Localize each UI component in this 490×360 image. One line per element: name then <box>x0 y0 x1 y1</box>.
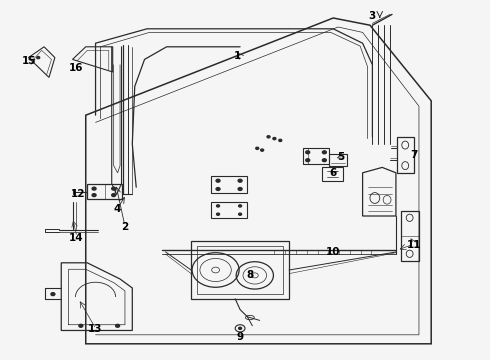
Text: 16: 16 <box>69 63 83 73</box>
Text: 7: 7 <box>410 150 418 160</box>
Circle shape <box>239 213 242 215</box>
Circle shape <box>217 213 220 215</box>
Circle shape <box>37 57 40 59</box>
Text: 5: 5 <box>337 152 344 162</box>
Text: 4: 4 <box>114 204 122 214</box>
Text: 1: 1 <box>234 51 241 61</box>
Circle shape <box>112 187 116 190</box>
Circle shape <box>92 187 96 190</box>
Circle shape <box>322 159 326 162</box>
Circle shape <box>217 205 220 207</box>
Circle shape <box>116 324 120 327</box>
Circle shape <box>238 179 242 182</box>
Circle shape <box>306 159 310 162</box>
Circle shape <box>261 149 264 151</box>
Text: 9: 9 <box>237 332 244 342</box>
Text: 12: 12 <box>71 189 86 199</box>
Circle shape <box>306 151 310 154</box>
Circle shape <box>239 327 242 329</box>
Circle shape <box>273 138 276 140</box>
Circle shape <box>267 136 270 138</box>
Circle shape <box>216 179 220 182</box>
Circle shape <box>238 188 242 190</box>
Text: 6: 6 <box>330 168 337 178</box>
Text: 15: 15 <box>22 56 37 66</box>
Text: 11: 11 <box>407 240 421 250</box>
Text: 10: 10 <box>326 247 341 257</box>
Circle shape <box>51 293 55 296</box>
Text: 13: 13 <box>88 324 103 334</box>
Circle shape <box>256 147 259 149</box>
Circle shape <box>239 205 242 207</box>
Circle shape <box>92 194 96 197</box>
Text: 14: 14 <box>69 233 83 243</box>
Text: 2: 2 <box>122 222 128 232</box>
Circle shape <box>279 139 282 141</box>
Circle shape <box>79 324 83 327</box>
Circle shape <box>112 194 116 197</box>
Text: 8: 8 <box>246 270 253 280</box>
Circle shape <box>322 151 326 154</box>
Text: 3: 3 <box>369 11 376 21</box>
Circle shape <box>216 188 220 190</box>
